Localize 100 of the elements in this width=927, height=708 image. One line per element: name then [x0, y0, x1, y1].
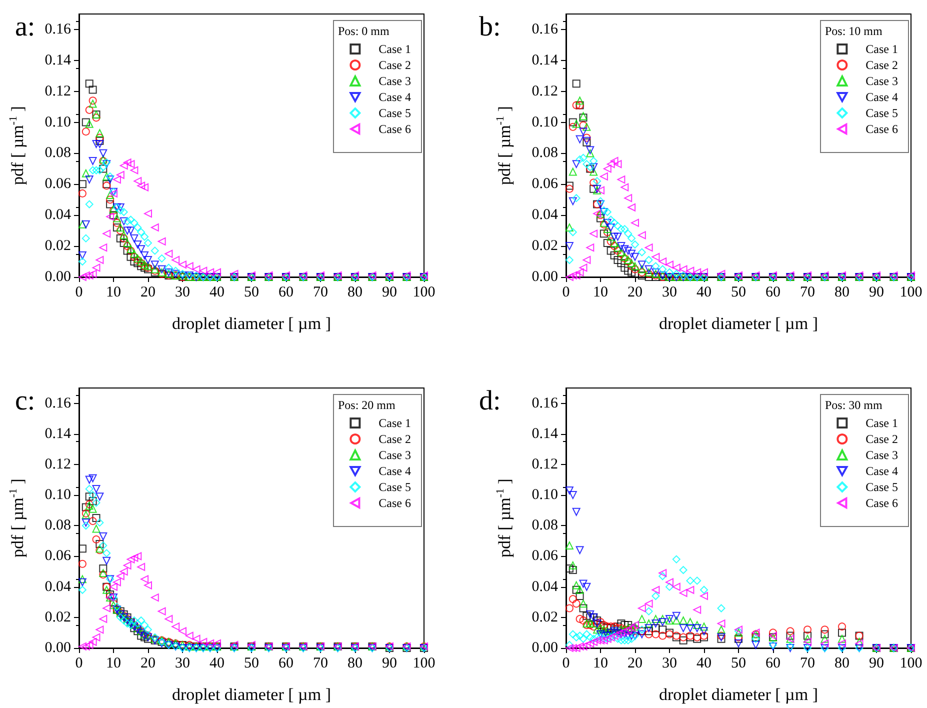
chart-title: b:: [479, 12, 501, 42]
x-tick-label: 30: [175, 284, 190, 300]
y-tick-label: 0.12: [44, 456, 71, 472]
x-tick-label: 50: [244, 656, 259, 672]
legend-label: Case 4: [866, 464, 898, 478]
y-tick-label: 0.06: [44, 176, 72, 192]
y-tick-label: 0.10: [532, 487, 558, 504]
legend-label: Case 3: [378, 74, 411, 88]
y-tick-label: 0.10: [532, 114, 558, 130]
x-tick-label: 70: [313, 656, 328, 672]
x-axis-title: droplet diameter [ µm ]: [659, 314, 818, 333]
y-tick-label: 0.10: [44, 487, 71, 504]
y-tick-label: 0.00: [532, 640, 558, 656]
x-tick-label: 60: [278, 284, 294, 300]
legend-label: Case 2: [378, 58, 411, 72]
x-tick-label: 20: [140, 656, 156, 672]
y-tick-label: 0.10: [44, 114, 71, 130]
x-tick-label: 50: [731, 284, 746, 300]
x-tick-label: 80: [834, 656, 850, 672]
y-tick-label: 0.06: [532, 548, 558, 564]
x-tick-label: 70: [800, 284, 815, 300]
x-tick-label: 0: [75, 284, 83, 300]
x-tick-label: 30: [662, 656, 677, 672]
x-tick-label: 50: [244, 284, 259, 300]
legend-label: Case 4: [866, 90, 898, 104]
y-tick-label: 0.12: [532, 83, 558, 100]
x-tick-label: 80: [348, 656, 362, 672]
legend-label: Case 3: [866, 448, 898, 462]
y-tick-label: 0.16: [532, 395, 558, 412]
legend-label: Case 4: [378, 90, 411, 104]
legend-label: Case 6: [866, 122, 898, 136]
y-tick-label: 0.14: [44, 426, 72, 442]
legend-label: Case 5: [866, 106, 898, 120]
y-tick-label: 0.08: [532, 518, 558, 534]
legend-label: Case 1: [378, 42, 411, 56]
y-tick-label: 0.16: [532, 21, 558, 38]
legend-label: Case 5: [866, 480, 898, 494]
x-tick-label: 20: [628, 284, 642, 300]
y-tick-label: 0.14: [532, 52, 558, 68]
x-tick-label: 10: [106, 656, 121, 672]
x-tick-label: 20: [628, 656, 642, 672]
x-tick-label: 100: [412, 656, 436, 672]
y-tick-label: 0.00: [532, 269, 558, 285]
x-tick-label: 10: [593, 656, 608, 672]
y-tick-label: 0.08: [532, 145, 558, 162]
x-axis-title: droplet diameter [ µm ]: [172, 314, 331, 333]
y-tick-label: 0.16: [44, 21, 72, 38]
x-axis-title: droplet diameter [ µm ]: [172, 685, 331, 704]
x-tick-label: 60: [766, 284, 780, 300]
x-tick-label: 0: [562, 656, 570, 672]
chart-title: d:: [479, 386, 501, 416]
x-tick-label: 60: [766, 656, 780, 672]
y-tick-label: 0.02: [44, 609, 71, 626]
y-axis-title: pdf [ µm-1 ]: [494, 106, 514, 185]
legend-label: Case 1: [866, 416, 898, 430]
y-axis-title: pdf [ µm-1 ]: [494, 478, 514, 558]
y-tick-label: 0.08: [44, 518, 71, 534]
x-tick-label: 0: [75, 656, 83, 672]
legend-label: Case 1: [866, 42, 898, 56]
legend-label: Case 6: [378, 122, 411, 136]
y-tick-label: 0.02: [532, 238, 558, 254]
legend-label: Case 1: [378, 416, 411, 430]
x-tick-label: 80: [348, 284, 362, 300]
legend-label: Case 5: [378, 480, 411, 494]
x-tick-label: 90: [869, 656, 884, 672]
x-tick-label: 40: [696, 284, 712, 300]
y-tick-label: 0.02: [532, 609, 558, 626]
y-tick-label: 0.06: [44, 548, 72, 564]
x-tick-label: 40: [210, 656, 224, 672]
y-tick-label: 0.02: [44, 238, 71, 254]
legend-label: Case 2: [378, 432, 411, 446]
legend-title: Pos: 10 mm: [825, 24, 884, 38]
y-tick-label: 0.14: [44, 52, 72, 68]
x-tick-label: 70: [313, 284, 328, 300]
x-tick-label: 60: [278, 656, 294, 672]
x-tick-label: 10: [106, 284, 121, 300]
x-tick-label: 0: [562, 284, 570, 300]
x-tick-label: 80: [834, 284, 850, 300]
legend-label: Case 2: [866, 432, 898, 446]
x-tick-label: 100: [900, 656, 922, 672]
x-tick-label: 90: [382, 656, 397, 672]
legend-label: Case 3: [866, 74, 898, 88]
x-tick-label: 30: [662, 284, 677, 300]
legend-label: Case 4: [378, 464, 411, 478]
y-tick-label: 0.00: [44, 640, 71, 656]
y-tick-label: 0.04: [44, 578, 72, 595]
chart-title: c:: [15, 386, 36, 416]
y-tick-label: 0.08: [44, 145, 71, 162]
legend-label: Case 6: [866, 496, 898, 510]
x-tick-label: 40: [696, 656, 712, 672]
x-tick-label: 50: [731, 656, 746, 672]
legend-title: Pos: 30 mm: [825, 398, 884, 412]
y-tick-label: 0.16: [44, 395, 72, 412]
x-tick-label: 100: [900, 284, 922, 300]
y-tick-label: 0.00: [44, 269, 71, 285]
legend-title: Pos: 20 mm: [338, 398, 396, 412]
legend-label: Case 3: [378, 448, 411, 462]
y-tick-label: 0.04: [532, 207, 558, 224]
legend-title: Pos: 0 mm: [338, 24, 390, 38]
legend-label: Case 2: [866, 58, 898, 72]
